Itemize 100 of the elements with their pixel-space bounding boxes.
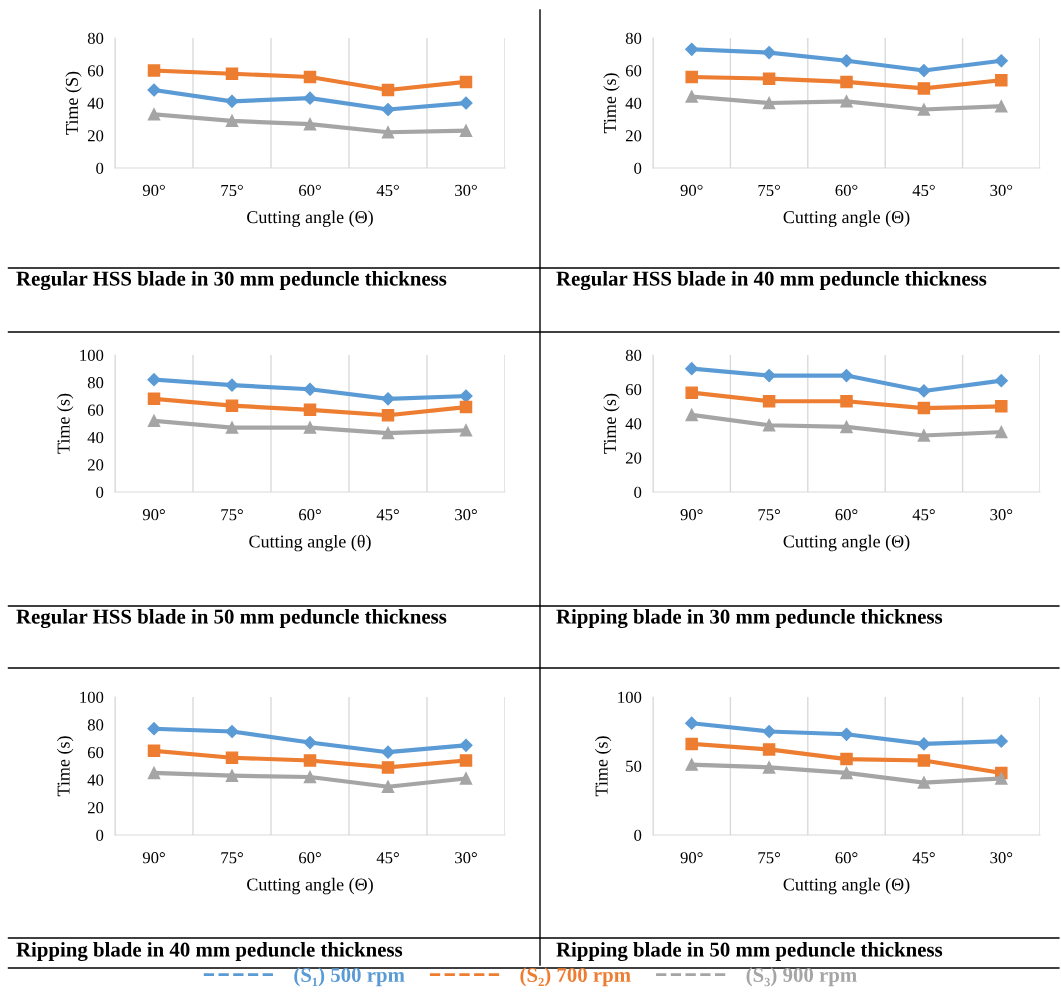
text: Ripping blade in 40 mm peduncle thickness — [16, 942, 403, 962]
point — [459, 400, 473, 414]
point — [459, 75, 473, 89]
y-tick-label: 80 — [625, 32, 642, 44]
point — [995, 99, 1008, 113]
y-tick-label: 20 — [625, 130, 642, 142]
y-tick-label: 0 — [634, 162, 642, 174]
point — [381, 409, 395, 422]
point — [147, 722, 161, 736]
point — [381, 426, 395, 440]
x-tick-label: 75° — [758, 184, 780, 197]
point — [762, 761, 776, 774]
point — [147, 414, 161, 428]
point — [994, 374, 1008, 388]
x-tick-label: 90° — [142, 852, 165, 864]
x-tick-label: 75° — [221, 184, 243, 197]
x-tick-label: 30° — [455, 852, 477, 864]
point — [994, 54, 1008, 68]
y-tick-label: 40 — [625, 97, 642, 109]
point — [840, 394, 853, 408]
point — [917, 429, 931, 442]
y-tick-label: 60 — [87, 65, 104, 77]
y-tick-label: 60 — [625, 65, 642, 77]
point — [685, 758, 698, 771]
x-tick-label: 45° — [376, 184, 399, 197]
point — [381, 102, 395, 117]
point — [303, 382, 317, 396]
point — [381, 392, 395, 406]
point — [303, 403, 317, 417]
x-tick-label: 60° — [299, 184, 321, 197]
point — [147, 108, 161, 121]
point — [685, 362, 699, 376]
y-tick-label: 40 — [87, 97, 104, 109]
text: Regular HSS blade in 30 mm peduncle thickness — [16, 271, 447, 291]
point — [303, 117, 317, 131]
point — [917, 103, 931, 116]
x-tick-label: 45° — [912, 852, 935, 864]
x-axis-title: Cutting angle (θ) — [249, 534, 371, 552]
x-tick-label: 60° — [835, 852, 858, 864]
x-tick-label: 75° — [221, 852, 243, 864]
point — [303, 754, 317, 767]
point — [840, 95, 853, 108]
point — [225, 67, 239, 81]
point — [995, 772, 1008, 785]
point — [225, 769, 239, 782]
point — [839, 54, 854, 68]
point — [685, 716, 699, 730]
point — [147, 392, 161, 406]
point — [995, 400, 1008, 413]
point — [917, 737, 931, 751]
point — [917, 776, 931, 789]
point — [685, 737, 698, 751]
point — [762, 368, 776, 383]
x-tick-label: 90° — [142, 184, 165, 197]
point — [917, 754, 931, 767]
y-tick-label: 80 — [87, 719, 104, 731]
x-tick-label: 90° — [680, 184, 703, 197]
point — [995, 73, 1008, 87]
x-tick-label: 45° — [912, 509, 935, 521]
point — [459, 124, 473, 137]
x-tick-label: 90° — [680, 509, 703, 521]
point — [225, 421, 239, 434]
y-tick-label: 60 — [625, 383, 642, 396]
x-tick-label: 45° — [376, 852, 399, 864]
legend-label: (S₁) 500 rpm — [294, 967, 405, 987]
y-tick-label: 50 — [626, 760, 642, 772]
point — [685, 70, 698, 84]
y-tick-label: 80 — [625, 349, 642, 361]
x-tick-label: 90° — [680, 852, 703, 864]
point — [459, 754, 473, 767]
x-axis-title: Cutting angle (Θ) — [783, 210, 910, 227]
point — [762, 72, 776, 85]
point — [762, 743, 776, 756]
x-tick-label: 30° — [455, 509, 477, 521]
y-axis-title: Time (s) — [603, 73, 620, 134]
x-tick-label: 60° — [835, 184, 858, 197]
point — [381, 745, 395, 759]
y-axis-title: Time (s) — [56, 736, 74, 797]
point — [225, 94, 239, 108]
legend-label: (S₂) 700 rpm — [520, 967, 631, 987]
x-tick-label: 60° — [835, 509, 858, 521]
y-tick-label: 40 — [87, 774, 104, 786]
point — [840, 752, 853, 766]
point — [685, 408, 698, 422]
y-tick-label: 100 — [80, 691, 104, 703]
x-axis-title: Cutting angle (Θ) — [247, 210, 373, 227]
point — [147, 83, 161, 97]
text: Regular HSS blade in 50 mm peduncle thickness — [16, 609, 447, 629]
point — [917, 63, 931, 78]
x-tick-label: 45° — [912, 184, 935, 197]
x-tick-label: 30° — [990, 509, 1013, 521]
x-axis-title: Cutting angle (Θ) — [783, 877, 910, 895]
legend-label: (S₃) 900 rpm — [746, 967, 857, 987]
x-tick-label: 30° — [455, 184, 477, 197]
x-tick-label: 30° — [990, 184, 1013, 197]
point — [995, 425, 1008, 439]
y-tick-label: 100 — [80, 349, 104, 361]
y-tick-label: 40 — [625, 418, 642, 430]
point — [840, 75, 853, 89]
y-axis-title: Time (S) — [65, 71, 82, 135]
